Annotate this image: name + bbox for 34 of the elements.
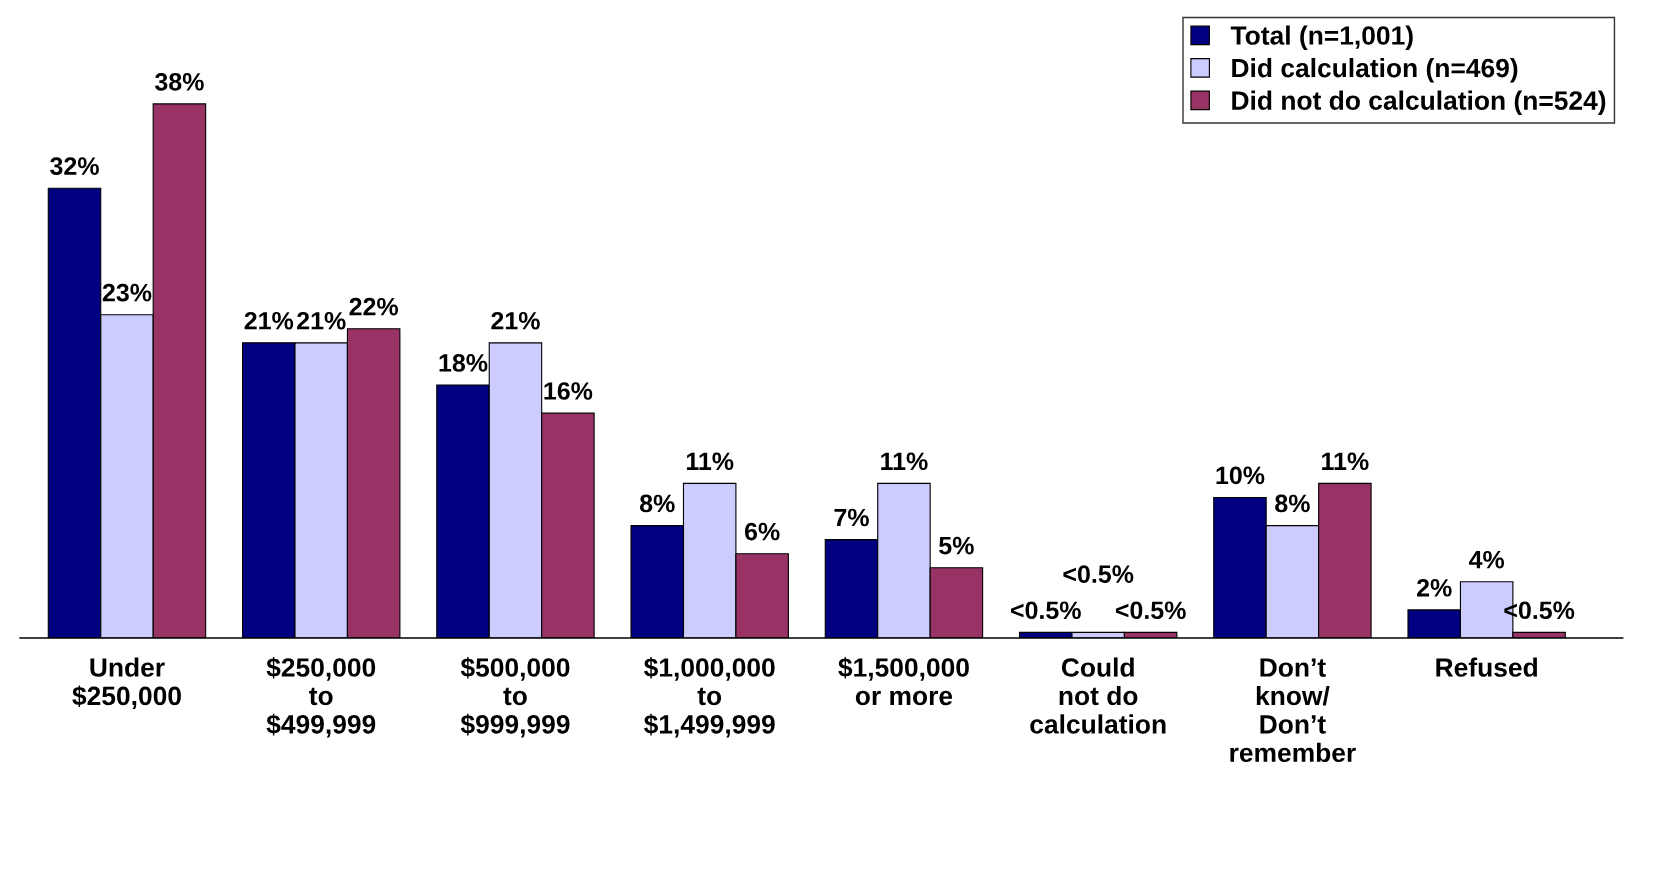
data-label: 21% <box>297 311 346 330</box>
data-label: 18% <box>439 354 488 372</box>
data-label: 11% <box>881 452 928 471</box>
data-label: 8% <box>1275 494 1310 513</box>
x-tick-label: $1,000,000 to $1,499,999 <box>644 657 775 738</box>
x-tick-label: Don’t know/ Don’t remember <box>1230 658 1356 763</box>
x-tick-label: $500,000 to $999,999 <box>460 657 570 738</box>
x-tick-label: Under $250,000 <box>72 657 181 710</box>
data-label: 8% <box>639 494 675 513</box>
data-label: <0.5% <box>1010 601 1081 620</box>
legend-label: Total (n=1,001) <box>1230 25 1413 51</box>
data-label: 38% <box>154 72 204 91</box>
data-label: 21% <box>244 311 294 330</box>
x-tick-label: $1,500,000 or more <box>838 657 969 706</box>
data-label: 10% <box>1216 466 1265 485</box>
data-label: 5% <box>939 536 974 555</box>
data-label: 7% <box>834 508 869 527</box>
x-tick-label: Could not do calculation <box>1030 657 1166 734</box>
data-label: 16% <box>544 382 593 400</box>
x-tick-label: Refused <box>1436 657 1537 677</box>
data-label: <0.5% <box>1063 565 1134 584</box>
data-label: 2% <box>1417 578 1452 597</box>
legend-label: Did not do calculation (n=524) <box>1232 90 1606 116</box>
x-tick-label: $250,000 to $499,999 <box>266 657 376 738</box>
legend-label: Did calculation (n=469) <box>1232 58 1518 83</box>
data-label: <0.5% <box>1115 601 1186 620</box>
data-label: 22% <box>349 297 399 316</box>
data-label: 11% <box>1322 452 1369 471</box>
data-label: 23% <box>102 283 152 302</box>
data-label: 4% <box>1468 550 1505 569</box>
data-label: 21% <box>491 311 540 330</box>
data-label: 6% <box>744 522 780 541</box>
data-label: 11% <box>686 452 734 471</box>
data-label: 32% <box>50 157 99 175</box>
